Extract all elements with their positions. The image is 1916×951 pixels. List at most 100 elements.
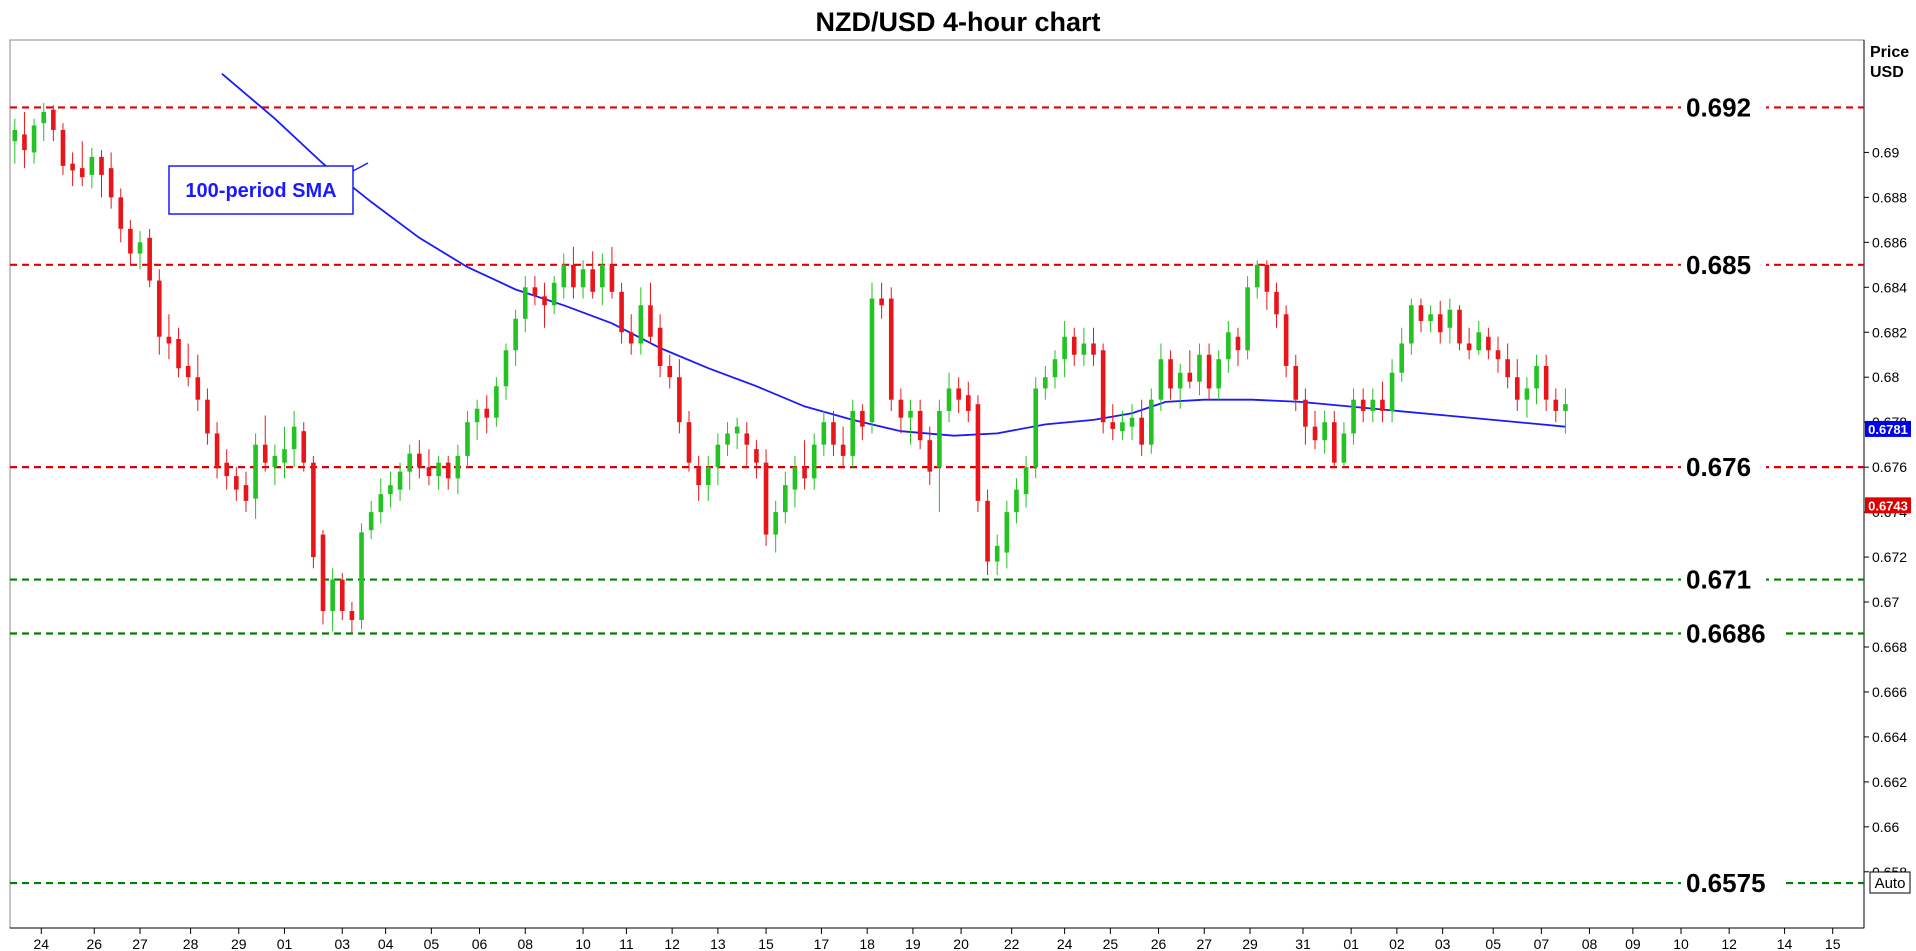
y-tick-label: 0.69 <box>1872 144 1899 160</box>
y-tick-label: 0.688 <box>1872 189 1907 205</box>
candle <box>1274 282 1279 328</box>
candle-body <box>330 579 335 612</box>
candle-body <box>821 422 827 445</box>
candle-body <box>368 512 374 531</box>
candle-body <box>1476 332 1482 351</box>
sma-annotation-text: 100-period SMA <box>185 180 336 202</box>
candle <box>1322 410 1327 454</box>
candle-body <box>301 431 307 463</box>
x-tick-label: 14 <box>1777 936 1793 951</box>
candle <box>532 276 538 306</box>
level-label: 0.685 <box>1686 250 1751 280</box>
candle <box>1187 350 1193 389</box>
candle <box>503 343 509 400</box>
candle <box>301 422 307 472</box>
x-tick-label: 31 <box>1295 936 1311 951</box>
candle-body <box>494 386 499 418</box>
candle-body <box>60 129 66 166</box>
auto-scale-button[interactable] <box>1869 871 1911 894</box>
x-ticks: 24 26 27 28 29 01 03 04 05 06 08 10 11 12 13 15 17 18 19 20… <box>34 928 1841 951</box>
candle-body <box>1071 336 1077 355</box>
candle-body <box>1168 359 1173 389</box>
candle-body <box>79 168 85 178</box>
candle-body <box>1226 332 1231 360</box>
candle <box>108 152 114 209</box>
candle-body <box>725 433 730 445</box>
y-tick-label: 0.68 <box>1872 369 1899 385</box>
candle <box>821 410 827 456</box>
candle-body <box>359 532 364 621</box>
candle <box>1283 305 1289 378</box>
y-tick-label: 0.664 <box>1872 729 1907 745</box>
candle-body <box>715 444 721 468</box>
candle-body <box>1505 359 1510 378</box>
candle <box>349 602 355 634</box>
candle-body <box>648 305 653 337</box>
candle <box>1197 343 1202 396</box>
candle <box>1380 381 1385 423</box>
sma-annotation: 100-period SMA <box>168 162 369 215</box>
x-tick-label: 12 <box>1721 936 1737 951</box>
candle <box>1466 327 1472 360</box>
level-label-bg <box>1681 248 1766 281</box>
candle <box>696 455 701 501</box>
candle <box>985 489 990 576</box>
candle <box>79 141 85 187</box>
candle-body <box>927 440 933 472</box>
candle <box>1312 410 1318 450</box>
candle <box>879 282 884 319</box>
candle-body <box>966 395 971 411</box>
candle <box>484 395 490 434</box>
candle-body <box>1437 314 1443 333</box>
candle <box>1447 298 1453 344</box>
y-tick-label: 0.662 <box>1872 774 1907 790</box>
candle <box>908 399 913 445</box>
candle-body <box>253 444 258 499</box>
candle <box>551 276 557 315</box>
price-badge <box>1865 420 1911 437</box>
x-tick-label: 10 <box>575 936 591 951</box>
candle-body <box>70 163 75 171</box>
candle <box>1351 388 1356 445</box>
candle <box>205 388 210 445</box>
candle <box>474 399 480 441</box>
candle-body <box>1293 365 1299 400</box>
candle-body <box>41 111 47 124</box>
candle-body <box>1457 309 1462 344</box>
candle-body <box>1543 365 1549 400</box>
candle <box>542 282 547 328</box>
candle <box>609 246 615 299</box>
candle <box>60 123 66 175</box>
candle-body <box>118 197 124 229</box>
candle-body <box>975 404 981 501</box>
candle-body <box>185 365 191 378</box>
candle-body <box>445 462 451 479</box>
x-tick-label: 15 <box>1825 936 1841 951</box>
candle-body <box>397 471 403 490</box>
candle-body <box>1245 287 1250 351</box>
candle <box>1303 388 1308 445</box>
candle-body <box>1524 388 1530 400</box>
candle-body <box>224 462 230 477</box>
candle <box>1428 305 1433 333</box>
candle-body <box>985 500 990 562</box>
x-tick-label: 06 <box>472 936 488 951</box>
x-tick-label: 28 <box>183 936 199 951</box>
candle <box>455 444 461 495</box>
candle <box>561 253 567 299</box>
candle <box>1505 343 1510 389</box>
candle-body <box>474 408 480 423</box>
candle-body <box>234 476 239 490</box>
candle-body <box>763 462 769 535</box>
candle <box>1341 422 1347 468</box>
candle-body <box>436 462 441 477</box>
candle <box>31 118 37 164</box>
candle <box>253 433 258 519</box>
candle <box>1158 343 1164 411</box>
candle-body <box>1062 336 1067 360</box>
candle <box>445 455 451 490</box>
candle-body <box>1139 417 1144 445</box>
candle-body <box>1283 314 1289 366</box>
candle-body <box>802 467 807 479</box>
candle <box>311 455 316 569</box>
